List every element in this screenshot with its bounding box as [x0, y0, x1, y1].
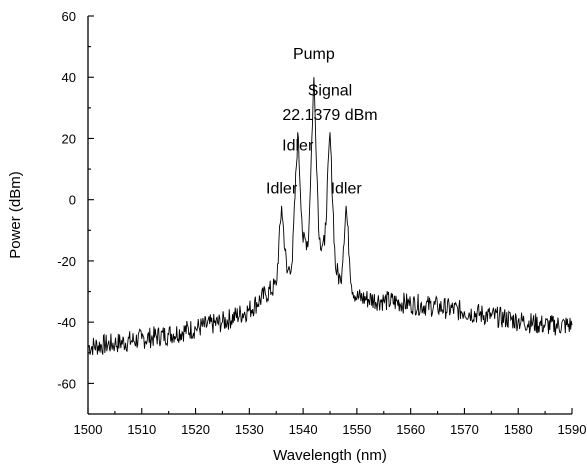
x-tick-label: 1500 — [74, 422, 103, 437]
y-tick-label: -60 — [57, 376, 76, 391]
y-tick-label: 40 — [62, 70, 76, 85]
annotations-layer: Pump Signal 22.1379 dBm Idler Idler Idler — [266, 46, 378, 198]
spectrum-series-line — [87, 77, 573, 356]
annotation-label: Signal — [308, 83, 352, 100]
series-layer — [87, 77, 573, 356]
y-tick-label: -20 — [57, 254, 76, 269]
x-tick-label: 1560 — [396, 422, 425, 437]
annotation-label: Idler — [331, 181, 363, 198]
x-tick-label: 1550 — [342, 422, 371, 437]
x-tick-label: 1530 — [235, 422, 264, 437]
annotation-label: Idler — [266, 181, 298, 198]
x-tick-label: 1520 — [181, 422, 210, 437]
x-tick-label: 1510 — [127, 422, 156, 437]
annotation-label: Idler — [282, 138, 314, 155]
y-axis-title: Power (dBm) — [7, 171, 24, 259]
axes — [87, 16, 572, 415]
y-tick-label: -40 — [57, 315, 76, 330]
y-tick-label: 0 — [69, 193, 76, 208]
x-tick-label: 1570 — [450, 422, 479, 437]
y-tick-label: 60 — [62, 9, 76, 24]
x-tick-label: 1580 — [504, 422, 533, 437]
y-tick-label: 20 — [62, 131, 76, 146]
x-tick-label: 1540 — [289, 422, 318, 437]
axis-ticks: 1500 1510 1520 1530 1540 1550 1560 1570 1580 1590… — [57, 9, 586, 437]
x-axis-title: Wavelength (nm) — [273, 447, 387, 464]
x-tick-label: 1590 — [558, 422, 587, 437]
annotation-label: Pump — [293, 46, 335, 63]
annotation-label: 22.1379 dBm — [282, 107, 377, 124]
